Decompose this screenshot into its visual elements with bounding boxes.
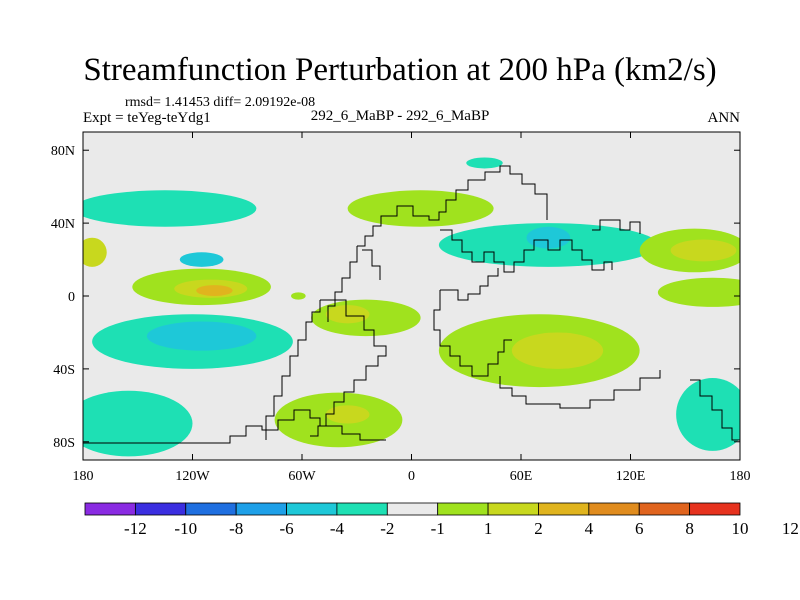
coastline-west-asia (362, 249, 381, 280)
colorbar-label: -4 (330, 519, 345, 538)
region-asia-negative-core (526, 226, 571, 249)
region-n-pacific-negative-core (179, 252, 224, 267)
region-sw-negative (83, 390, 193, 457)
region-s-atlantic-positive-core (325, 405, 370, 424)
colorbar-label: 8 (685, 519, 694, 538)
y-tick-label: 40S (53, 363, 75, 378)
x-tick-label: 120W (175, 469, 210, 484)
coastline-north-america-west (327, 246, 358, 322)
x-tick-label: 0 (408, 469, 415, 484)
coastline-north-america (357, 165, 548, 247)
region-sw-pacific-positive (657, 277, 740, 307)
region-indian-positive-core (511, 332, 604, 369)
colorbar-label: 2 (534, 519, 543, 538)
chart-title: Streamfunction Perturbation at 200 hPa (… (83, 52, 717, 88)
coastline-australia-east (690, 379, 740, 441)
colorbar-swatch (437, 502, 489, 516)
region-north-pole-negative (466, 157, 503, 169)
x-tick-label: 60W (288, 469, 316, 484)
colorbar-label: 1 (484, 519, 493, 538)
coastline-africa (433, 290, 512, 377)
case-text: 292_6_MaBP - 292_6_MaBP (310, 108, 490, 124)
coastline-south-america (310, 299, 387, 437)
region-e-pacific-strong-core (196, 285, 233, 296)
coastlines (83, 165, 740, 444)
region-small-positive-blob (291, 292, 306, 300)
colorbar-swatch (538, 502, 590, 516)
y-tick-label: 80N (51, 144, 75, 159)
colorbar-swatch (638, 502, 691, 516)
colorbar-swatch (286, 502, 338, 516)
region-tropical-atlantic-core (325, 305, 370, 324)
region-n-pacific-band-negative (83, 190, 257, 227)
y-tick-label: 0 (68, 290, 75, 305)
colorbar: -12 -10 -8 -6 -4 -2 -1 1 2 4 6 8 10 12 (84, 502, 799, 538)
colorbar-swatch (386, 502, 439, 516)
region-s-pacific-negative-core (146, 321, 257, 351)
coastline-indian-ocean-rim (499, 370, 661, 409)
coastline-asia-east (592, 219, 641, 234)
colorbar-label: -12 (124, 519, 147, 538)
coastline-eurasia (440, 229, 613, 273)
colorbar-swatch (336, 502, 388, 516)
stats-text: rmsd= 1.41453 diff= 2.09192e-08 (125, 95, 316, 110)
colorbar-label: -1 (431, 519, 445, 538)
y-axis: 80N 40N 0 40S 80S (51, 144, 740, 451)
experiment-text: Expt = teYeg-teYdg1 (83, 110, 211, 126)
x-tick-label: 60E (510, 469, 533, 484)
y-tick-label: 40N (51, 217, 75, 232)
region-n-atlantic-band-positive (347, 190, 494, 227)
x-tick-label: 120E (616, 469, 646, 484)
colorbar-swatch (487, 502, 539, 516)
colorbar-swatch (84, 502, 136, 516)
coastline-south-america-west (265, 300, 321, 440)
colorbar-label: 10 (732, 519, 749, 538)
contour-regions (83, 157, 740, 457)
coastline-antarctica (83, 409, 386, 444)
colorbar-swatch (689, 502, 741, 516)
colorbar-label: 4 (585, 519, 594, 538)
colorbar-swatch (134, 502, 187, 516)
colorbar-label: -2 (380, 519, 394, 538)
colorbar-label: -8 (229, 519, 243, 538)
colorbar-swatch (588, 502, 640, 516)
colorbar-swatch (185, 502, 237, 516)
x-tick-label: 180 (730, 469, 751, 484)
x-axis: 180 120W 60W 0 60E 120E 180 (73, 132, 751, 484)
coastline-africa-north (440, 268, 499, 301)
colorbar-label: -6 (279, 519, 293, 538)
y-tick-label: 80S (53, 436, 75, 451)
x-tick-label: 180 (73, 469, 94, 484)
colorbar-swatch (235, 502, 287, 516)
region-nw-pacific-positive-core (670, 239, 737, 262)
colorbar-label: 12 (782, 519, 799, 538)
colorbar-label: 6 (635, 519, 644, 538)
region-se-negative (676, 378, 740, 451)
colorbar-label: -10 (174, 519, 197, 538)
season-text: ANN (707, 110, 741, 126)
region-dateline-positive (83, 237, 107, 267)
